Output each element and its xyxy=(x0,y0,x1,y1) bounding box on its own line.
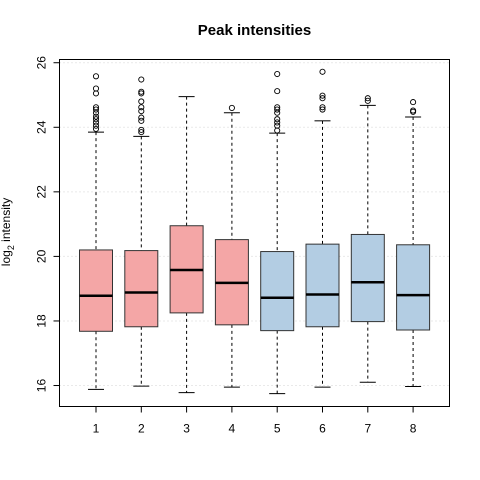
outlier-point xyxy=(92,73,100,80)
outlier-point xyxy=(138,98,145,105)
box-3 xyxy=(169,96,204,394)
x-tick-label: 4 xyxy=(229,422,236,436)
outlier-point xyxy=(92,85,100,92)
x-tick-label: 5 xyxy=(274,422,281,436)
box-6 xyxy=(305,68,340,388)
iqr-box xyxy=(350,233,385,323)
box-8 xyxy=(396,99,431,387)
outlier-point xyxy=(274,70,281,78)
outlier-point xyxy=(319,68,326,75)
outlier-point xyxy=(138,104,145,111)
outlier-point xyxy=(274,116,281,123)
y-tick-label: 24 xyxy=(35,120,49,134)
outlier-point xyxy=(138,129,145,136)
outlier-point xyxy=(92,125,100,132)
plot-frame xyxy=(59,59,450,407)
box-4 xyxy=(214,104,249,388)
boxes xyxy=(79,68,431,395)
outlier-point xyxy=(319,95,326,102)
outlier-point xyxy=(138,126,145,133)
outlier-point xyxy=(138,114,145,121)
y-tick-label: 20 xyxy=(35,249,49,263)
outlier-point xyxy=(410,99,417,106)
box-2 xyxy=(124,76,159,387)
outlier-point xyxy=(92,104,100,111)
outlier-point xyxy=(274,119,281,126)
outlier-point xyxy=(138,88,145,95)
box-1 xyxy=(79,73,113,390)
box-7 xyxy=(350,95,385,383)
outlier-point xyxy=(92,106,100,113)
grid-lines xyxy=(59,62,450,387)
iqr-box xyxy=(396,244,431,331)
outlier-point xyxy=(410,107,417,114)
outlier-point xyxy=(319,92,326,99)
x-tick-label: 6 xyxy=(319,422,326,436)
outlier-point xyxy=(319,104,326,111)
box-5 xyxy=(260,70,295,395)
outlier-point xyxy=(138,76,145,83)
outlier-point xyxy=(138,108,145,115)
iqr-box xyxy=(79,249,113,332)
outlier-point xyxy=(274,106,281,113)
outlier-point xyxy=(138,117,145,124)
iqr-box xyxy=(124,250,159,328)
outlier-point xyxy=(319,106,326,113)
outlier-point xyxy=(364,95,371,102)
outlier-point xyxy=(228,104,235,111)
outlier-point xyxy=(274,88,281,95)
outlier-point xyxy=(92,119,100,126)
outlier-point xyxy=(92,122,100,129)
outlier-point xyxy=(274,122,281,129)
x-axis: 1 2 3 4 5 6 7 8 xyxy=(93,406,417,436)
y-tick-label: 18 xyxy=(35,314,49,328)
x-tick-label: 8 xyxy=(410,422,417,436)
x-tick-label: 1 xyxy=(93,422,100,436)
y-tick-label: 26 xyxy=(35,56,49,70)
iqr-box xyxy=(305,243,340,328)
outlier-point xyxy=(92,113,100,120)
y-axis: 16 18 20 22 24 26 xyxy=(35,56,60,392)
outlier-point xyxy=(138,90,145,97)
y-tick-label: 16 xyxy=(35,379,49,393)
chart-title: Peak intensities xyxy=(198,22,311,39)
outlier-point xyxy=(92,116,100,123)
x-tick-label: 2 xyxy=(138,422,145,436)
x-tick-label: 7 xyxy=(364,422,371,436)
y-tick-label: 22 xyxy=(35,185,49,199)
outlier-point xyxy=(364,97,371,104)
iqr-box xyxy=(260,251,295,332)
outlier-point xyxy=(274,104,281,111)
x-tick-label: 3 xyxy=(183,422,190,436)
y-axis-label: log2 intensity xyxy=(0,198,16,266)
